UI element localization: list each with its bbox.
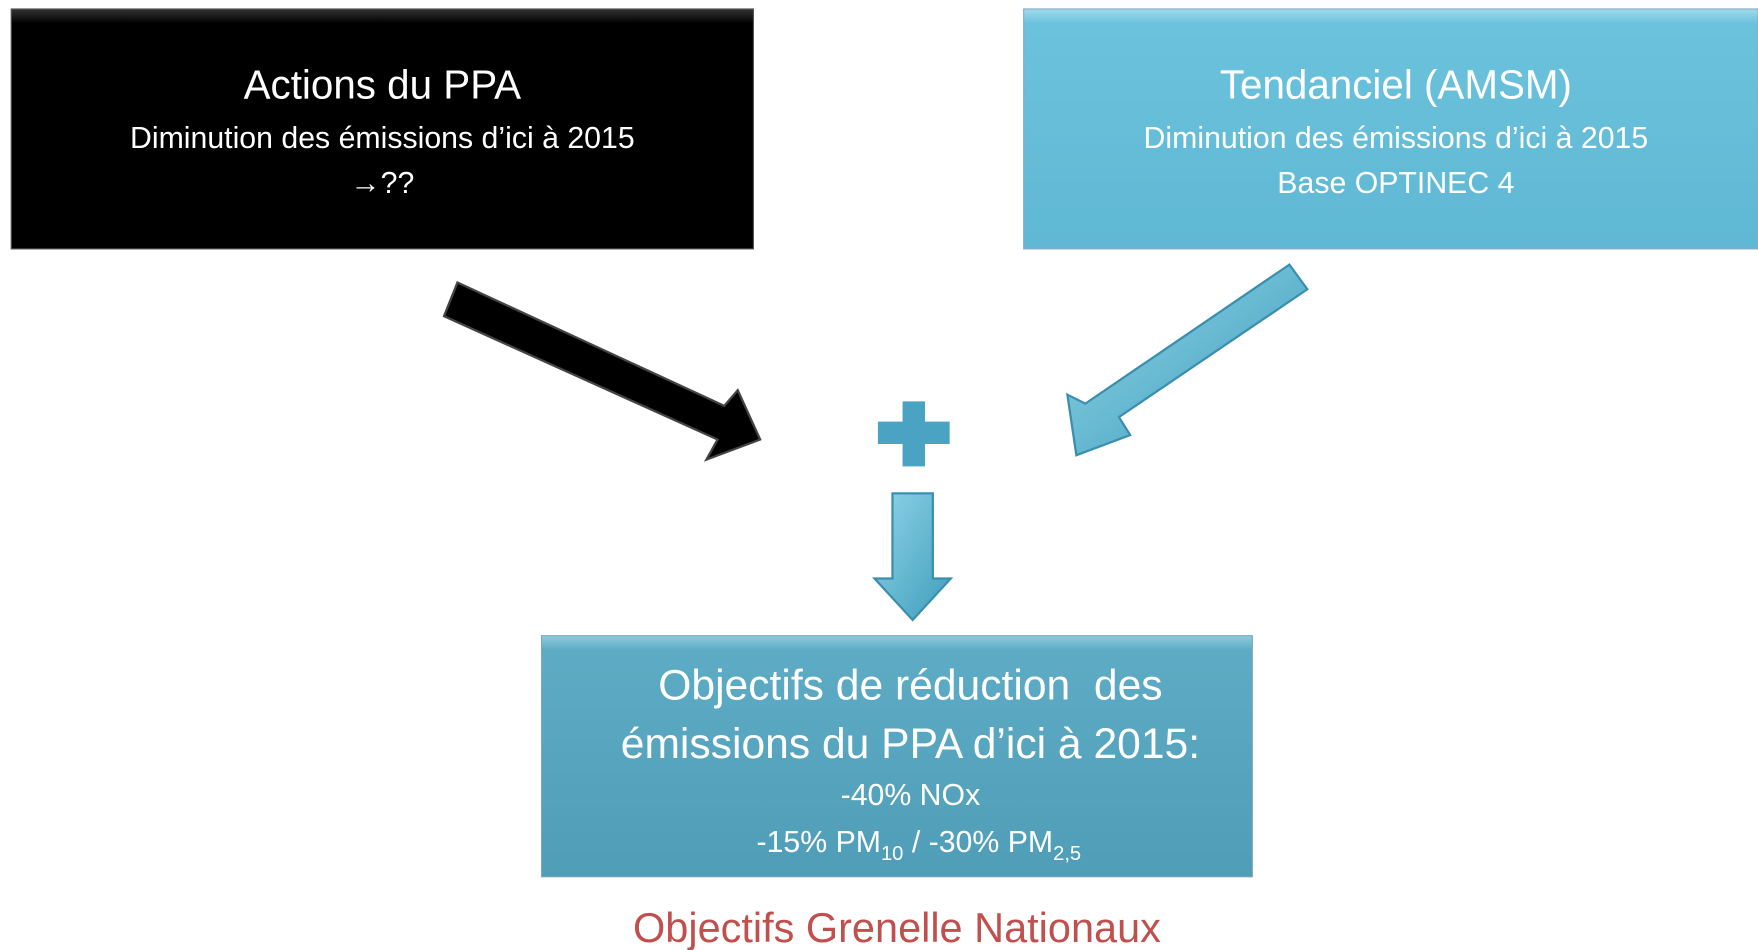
subscript: 10 — [881, 843, 903, 865]
result-title-line: Objectifs de réduction des — [658, 662, 1162, 710]
right-box-line: Base OPTINEC 4 — [1277, 167, 1514, 200]
right-arrow — [1065, 263, 1309, 457]
left-arrow — [442, 281, 762, 462]
left-box-line: →?? — [350, 167, 414, 200]
left-box — [10, 8, 755, 250]
text-part: -15% PM — [757, 826, 881, 859]
right-box-line: Diminution des émissions d’ici à 2015 — [1144, 122, 1649, 155]
result-box — [540, 635, 1253, 878]
down-arrow — [871, 492, 954, 622]
result-line: -15% PM10 / -30% PM2,5 — [698, 826, 1124, 867]
result-line: -40% NOx — [841, 779, 981, 812]
text-part: / -30% PM — [903, 826, 1053, 859]
subscript: 2,5 — [1053, 843, 1081, 865]
right-box — [1023, 8, 1758, 250]
plus-sign — [877, 401, 950, 467]
left-box-title: Actions du PPA — [244, 62, 522, 108]
diagram-body: Actions du PPA Diminution des émissions … — [10, 8, 1758, 950]
left-box-line: Diminution des émissions d’ici à 2015 — [130, 122, 635, 155]
footer-note: Objectifs Grenelle Nationaux — [633, 904, 1161, 950]
right-box-title: Tendanciel (AMSM) — [1220, 62, 1572, 108]
result-title-line: émissions du PPA d’ici à 2015: — [621, 720, 1200, 768]
